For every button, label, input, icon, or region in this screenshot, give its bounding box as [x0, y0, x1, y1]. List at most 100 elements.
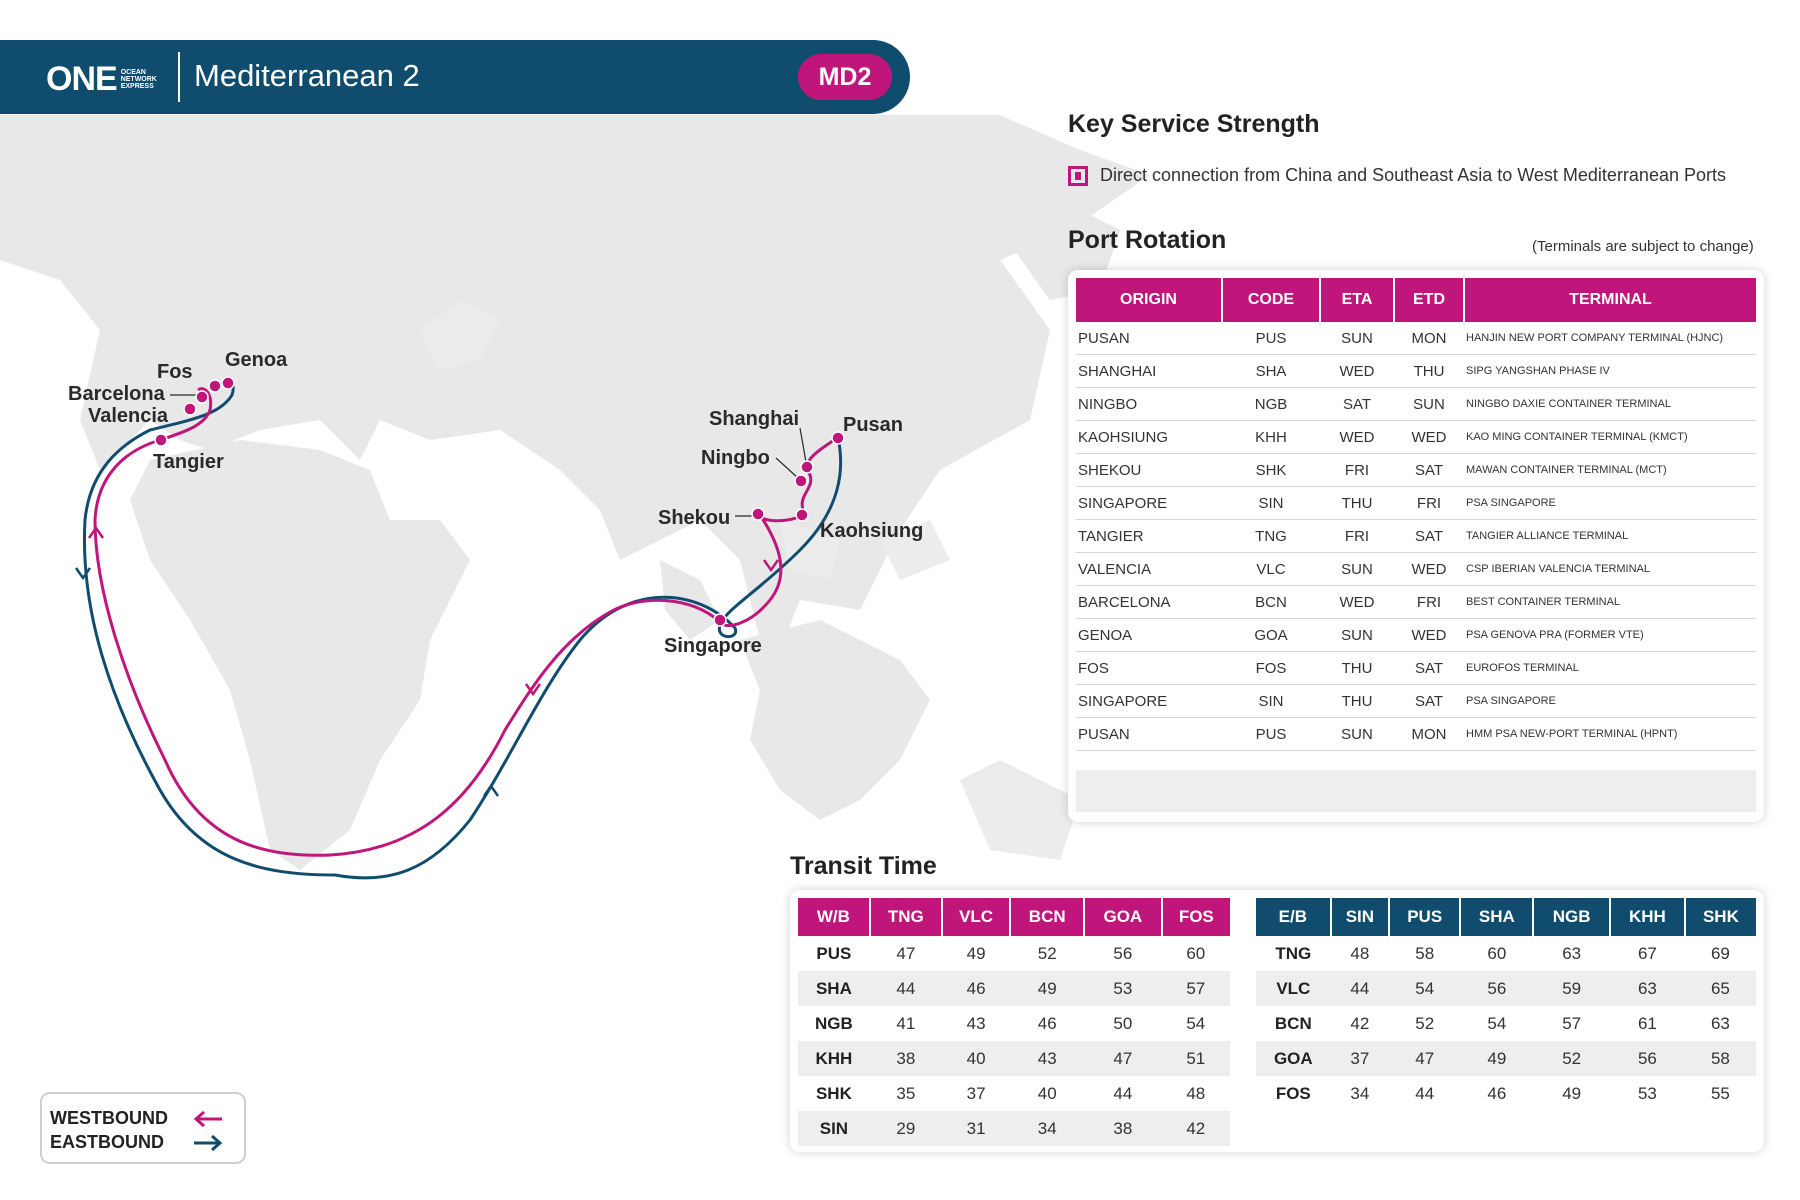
table-row: SHEKOU SHK FRI SAT MAWAN CONTAINER TERMINAL …: [1076, 453, 1756, 487]
transit-days-cell: 47: [1389, 1041, 1461, 1076]
transit-days-cell: 50: [1113, 1013, 1133, 1033]
eta-cell: SAT: [1320, 387, 1394, 421]
port-label-barcelona: Barcelona: [68, 383, 166, 405]
transit-days-cell: 47: [896, 943, 916, 963]
column-header: W/B: [798, 898, 871, 936]
code-cell: SHK: [1222, 453, 1320, 487]
origin-code-cell: GOA: [1256, 1041, 1331, 1076]
column-header: ETA: [1320, 278, 1395, 322]
column-header: BCN: [1010, 898, 1086, 936]
transit-days-cell: 52: [1037, 943, 1057, 963]
eta-cell: FRI: [1320, 453, 1394, 487]
transit-days-cell: 59: [1533, 971, 1610, 1006]
logo-tagline: OCEAN NETWORK EXPRESS: [120, 69, 157, 90]
terminal-cell: KAO MING CONTAINER TERMINAL (KMCT): [1464, 420, 1756, 454]
port-label-ningbo: Ningbo: [701, 447, 770, 469]
terminal-cell: PSA SINGAPORE: [1464, 486, 1756, 520]
code-cell: NGB: [1222, 387, 1320, 421]
port-label-kaohsiung: Kaohsiung: [820, 520, 923, 542]
origin-cell: SHANGHAI: [1076, 354, 1222, 388]
origin-cell: PUSAN: [1076, 717, 1222, 751]
transit-days-cell: 46: [1487, 1083, 1507, 1103]
code-cell: FOS: [1222, 651, 1320, 685]
transit-days-cell: 44: [1415, 1083, 1435, 1103]
transit-days-cell: 52: [1415, 1013, 1435, 1033]
port-dot-valencia: [183, 402, 197, 416]
port-label-valencia: Valencia: [88, 405, 169, 427]
table-row: VLC 44 54 56 59 63 65: [1256, 971, 1756, 1006]
eta-cell: WED: [1320, 420, 1394, 454]
column-header: GOA: [1084, 898, 1163, 936]
table-row: SINGAPORE SIN THU FRI PSA SINGAPORE: [1076, 486, 1756, 520]
etd-cell: WED: [1394, 552, 1464, 586]
column-header: VLC: [941, 898, 1012, 936]
table-row: NINGBO NGB SAT SUN NINGBO DAXIE CONTAINER TE…: [1076, 387, 1756, 421]
table-row: GOA 37 47 49 52 56 58: [1256, 1041, 1756, 1076]
eta-cell: SUN: [1320, 717, 1394, 751]
port-rotation-footer: [1076, 770, 1756, 812]
origin-code-cell: VLC: [1256, 971, 1331, 1006]
etd-cell: SAT: [1394, 453, 1464, 487]
eastbound-transit-table: E/B SIN PUS SHA NGB KHH SHK TNG 48 58 60 63 67 69 VLC…: [1256, 898, 1756, 1111]
transit-days-cell: 37: [1330, 1041, 1390, 1076]
origin-code-cell: PUS: [816, 943, 852, 963]
header-bar: ONE OCEAN NETWORK EXPRESS Mediterranean …: [0, 40, 910, 114]
transit-days-cell: 31: [941, 1111, 1011, 1146]
transit-days-cell: 53: [1084, 971, 1162, 1006]
transit-days-cell: 44: [869, 971, 942, 1006]
transit-time-card: W/B TNG VLC BCN GOA FOS PUS 47 49 52 56 60 SHA 44 46 4…: [790, 890, 1764, 1152]
legend-westbound: WESTBOUND: [50, 1108, 168, 1129]
origin-cell: FOS: [1076, 651, 1222, 685]
code-cell: GOA: [1222, 618, 1320, 652]
legend-eastbound-label: EASTBOUND: [50, 1132, 165, 1152]
transit-days-cell: 42: [1161, 1111, 1230, 1146]
table-row: SHA 44 46 49 53 57: [798, 971, 1230, 1006]
origin-code-cell: BCN: [1274, 1013, 1312, 1033]
table-row: NGB 41 43 46 50 54: [798, 1006, 1230, 1041]
terminal-cell: HMM PSA NEW-PORT TERMINAL (HPNT): [1464, 717, 1756, 751]
etd-cell: MON: [1394, 322, 1464, 355]
port-rotation-note: (Terminals are subject to change): [1532, 238, 1754, 255]
transit-days-cell: 49: [1010, 971, 1085, 1006]
etd-cell: SAT: [1394, 651, 1464, 685]
transit-days-cell: 65: [1684, 971, 1756, 1006]
origin-cell: VALENCIA: [1076, 552, 1222, 586]
transit-days-cell: 63: [1710, 1013, 1730, 1033]
transit-days-cell: 43: [966, 1013, 986, 1033]
transit-days-cell: 35: [896, 1083, 916, 1103]
port-rotation-card: ORIGIN CODE ETA ETD TERMINAL PUSAN PUS SUN…: [1068, 270, 1764, 822]
origin-cell: PUSAN: [1076, 322, 1222, 355]
one-logo: ONE OCEAN NETWORK EXPRESS: [46, 60, 167, 99]
ningbo-leader: [775, 457, 799, 479]
origin-code-cell: FOS: [1275, 1083, 1311, 1103]
eta-cell: THU: [1320, 651, 1394, 685]
terminal-cell: CSP IBERIAN VALENCIA TERMINAL: [1464, 552, 1756, 586]
transit-days-cell: 54: [1186, 1013, 1206, 1033]
port-dot-fos: [208, 379, 222, 393]
transit-days-cell: 63: [1562, 943, 1582, 963]
origin-cell: NINGBO: [1076, 387, 1222, 421]
terminal-cell: NINGBO DAXIE CONTAINER TERMINAL: [1464, 387, 1756, 421]
port-label-shekou: Shekou: [658, 507, 730, 529]
port-label-shanghai: Shanghai: [709, 408, 799, 430]
arrow-left-icon: [193, 1110, 222, 1128]
transit-days-cell: 63: [1610, 971, 1685, 1006]
port-dot-shanghai: [800, 460, 814, 474]
westbound-arrow-mark: [87, 525, 780, 697]
arrow-right-icon: [194, 1134, 223, 1152]
eastbound-header-row: E/B SIN PUS SHA NGB KHH SHK: [1256, 898, 1756, 936]
origin-code-cell: NGB: [815, 1013, 853, 1033]
port-rotation-table: ORIGIN CODE ETA ETD TERMINAL PUSAN PUS SUN…: [1076, 278, 1756, 751]
etd-cell: FRI: [1394, 585, 1464, 619]
eta-cell: SUN: [1320, 618, 1394, 652]
column-header: TNG: [869, 898, 943, 936]
column-header: CODE: [1222, 278, 1321, 322]
shanghai-leader: [799, 427, 807, 463]
port-label-singapore: Singapore: [664, 635, 762, 657]
transit-days-cell: 47: [1084, 1041, 1162, 1076]
table-row: BARCELONA BCN WED FRI BEST CONTAINER TERMINA…: [1076, 585, 1756, 619]
transit-days-cell: 44: [1113, 1083, 1133, 1103]
transit-days-cell: 34: [1010, 1111, 1085, 1146]
code-cell: PUS: [1222, 717, 1320, 751]
